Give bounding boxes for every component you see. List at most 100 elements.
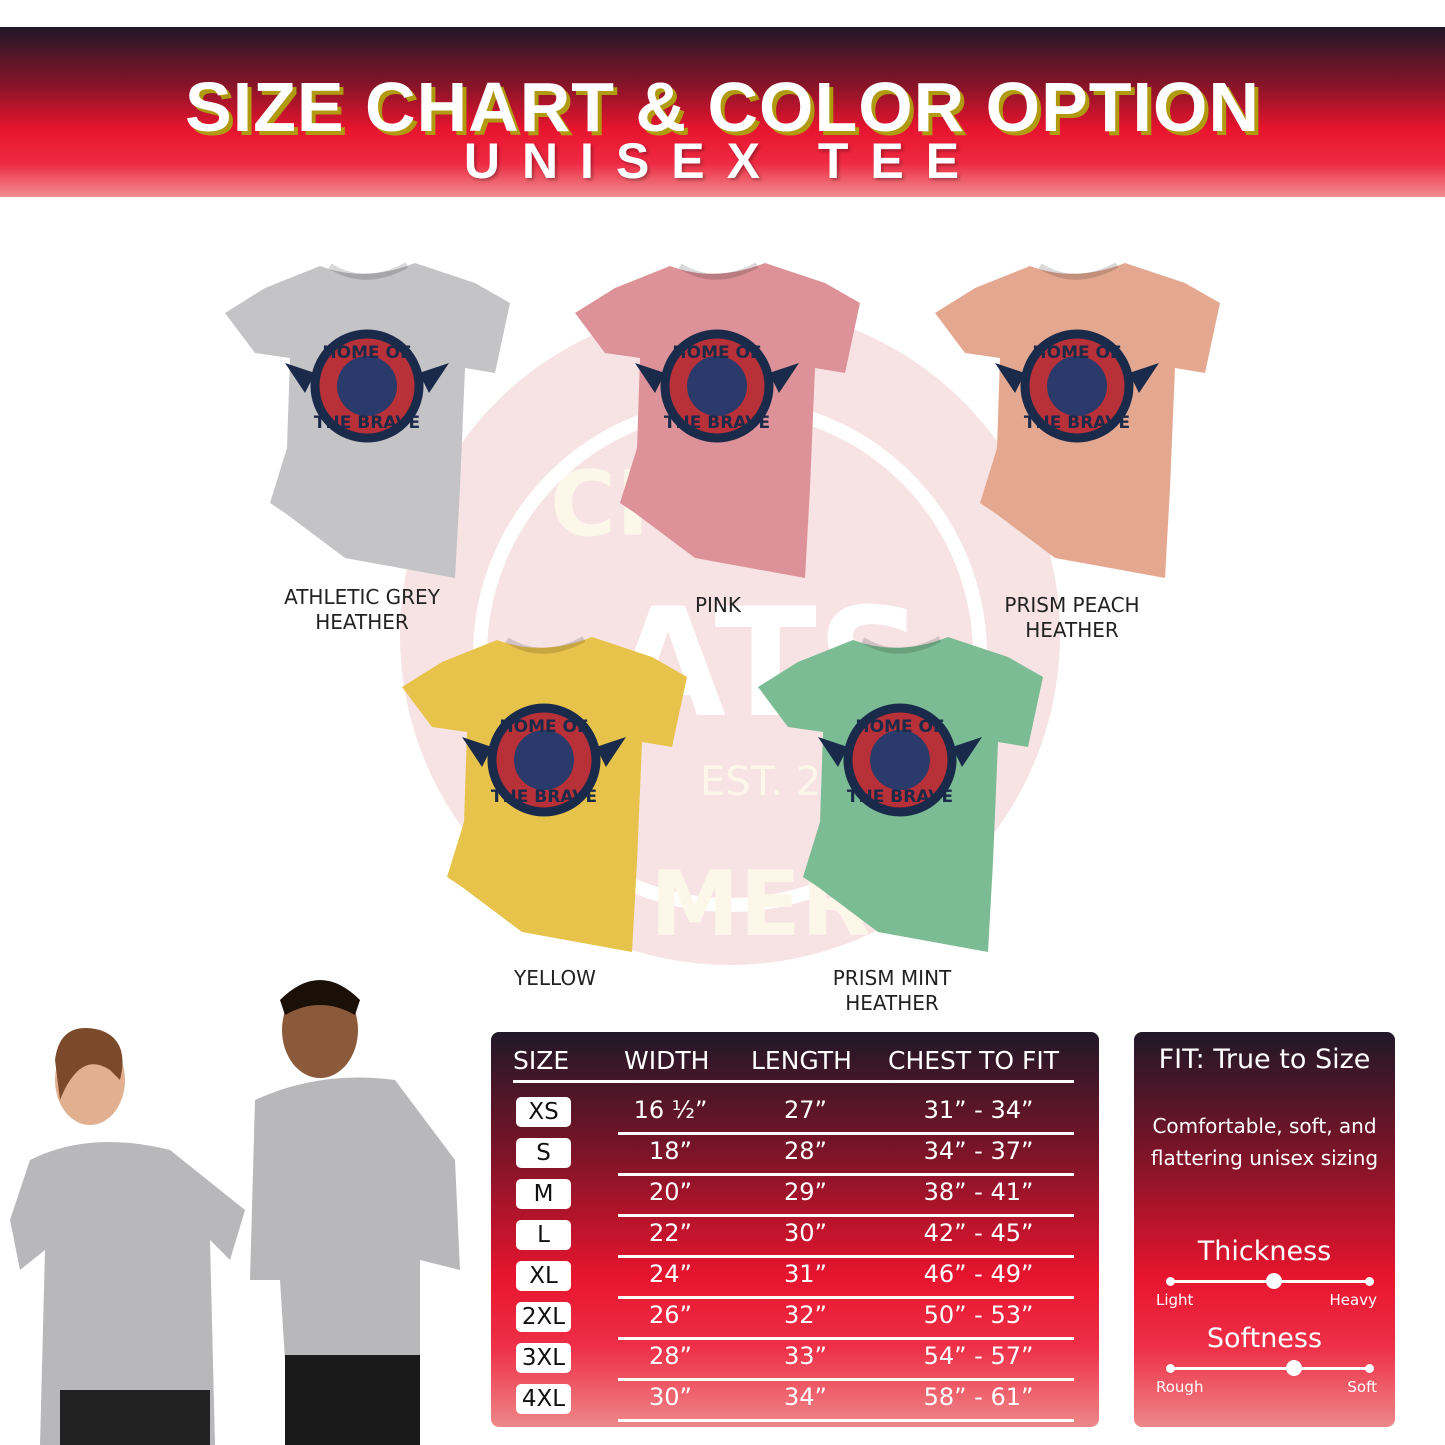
softness-scale: [1166, 1360, 1374, 1376]
softness-title: Softness: [1206, 1323, 1323, 1354]
color-label: PINK: [588, 593, 848, 618]
color-label: ATHLETIC GREY HEATHER: [232, 585, 492, 635]
chest-cell: 46” - 49”: [923, 1260, 1034, 1288]
color-label-line: PINK: [694, 593, 742, 617]
column-header-size: SIZE: [513, 1046, 570, 1075]
width-cell: 30”: [649, 1383, 692, 1411]
length-cell: 29”: [784, 1178, 827, 1206]
color-label: PRISM PEACH HEATHER: [942, 593, 1202, 643]
size-badge: M: [516, 1179, 571, 1209]
svg-text:HOME OF: HOME OF: [1032, 343, 1121, 363]
header-divider: [513, 1080, 1074, 1083]
chest-cell: 42” - 45”: [923, 1219, 1034, 1247]
svg-text:THE BRAVE: THE BRAVE: [314, 413, 420, 433]
column-header-length: LENGTH: [751, 1046, 852, 1075]
shirt-swatch[interactable]: HOME OF THE BRAVE: [225, 258, 515, 582]
tshirt-image: HOME OF THE BRAVE: [758, 636, 1043, 952]
tshirt-image: HOME OF THE BRAVE: [575, 262, 860, 578]
color-label: YELLOW: [425, 966, 685, 991]
row-divider: [618, 1173, 1074, 1176]
home-of-the-brave-graphic: HOME OF THE BRAVE: [635, 329, 799, 443]
home-of-the-brave-graphic: HOME OF THE BRAVE: [462, 703, 626, 817]
color-label-line: HEATHER: [315, 610, 409, 634]
shirt-swatch[interactable]: HOME OF THE BRAVE: [935, 258, 1225, 582]
svg-text:HOME OF: HOME OF: [322, 343, 411, 363]
fit-info-panel: FIT: True to Size Comfortable, soft, and…: [1134, 1032, 1395, 1427]
length-cell: 27”: [784, 1096, 827, 1124]
female-model: [10, 1028, 245, 1445]
tshirt-image: HOME OF THE BRAVE: [935, 262, 1220, 578]
width-cell: 16 ½”: [633, 1096, 708, 1124]
table-row: 3XL 28” 33” 54” - 57”: [491, 1340, 1099, 1381]
thickness-scale: [1166, 1273, 1374, 1289]
row-divider: [618, 1378, 1074, 1381]
fit-description: Comfortable, soft, and flattering unisex…: [1150, 1114, 1379, 1170]
home-of-the-brave-graphic: HOME OF THE BRAVE: [995, 329, 1159, 443]
row-divider: [618, 1214, 1074, 1217]
table-row: S 18” 28” 34” - 37”: [491, 1135, 1099, 1176]
svg-text:HOME OF: HOME OF: [672, 343, 761, 363]
length-cell: 28”: [784, 1137, 827, 1165]
svg-text:THE BRAVE: THE BRAVE: [847, 787, 953, 807]
size-badge: 4XL: [516, 1384, 571, 1414]
size-badge: 3XL: [516, 1343, 571, 1373]
page-subtitle: UNISEX TEE: [463, 133, 982, 189]
length-cell: 32”: [784, 1301, 827, 1329]
row-divider: [618, 1337, 1074, 1340]
length-cell: 33”: [784, 1342, 827, 1370]
page-title: SIZE CHART & COLOR OPTION: [185, 68, 1260, 146]
color-label-line: PRISM PEACH: [1004, 593, 1140, 617]
color-label-line: HEATHER: [1025, 618, 1119, 642]
shirt-swatch[interactable]: HOME OF THE BRAVE: [758, 632, 1048, 956]
home-of-the-brave-graphic: HOME OF THE BRAVE: [285, 329, 449, 443]
softness-marker: [1286, 1360, 1302, 1376]
softness-min-label: Rough: [1156, 1378, 1204, 1396]
shirt-swatch[interactable]: HOME OF THE BRAVE: [402, 632, 692, 956]
size-badge: 2XL: [516, 1302, 571, 1332]
color-label-line: YELLOW: [514, 966, 596, 990]
length-cell: 30”: [784, 1219, 827, 1247]
thickness-max-label: Heavy: [1329, 1291, 1377, 1309]
length-cell: 31”: [784, 1260, 827, 1288]
table-row: XL 24” 31” 46” - 49”: [491, 1258, 1099, 1299]
width-cell: 18”: [649, 1137, 692, 1165]
size-badge: XL: [516, 1261, 571, 1291]
svg-text:THE BRAVE: THE BRAVE: [1024, 413, 1130, 433]
column-header-chest: CHEST TO FIT: [888, 1046, 1060, 1075]
models-photo: [10, 980, 460, 1445]
row-divider: [618, 1132, 1074, 1135]
fit-title: FIT: True to Size: [1158, 1044, 1371, 1075]
size-chart-table: SIZE WIDTH LENGTH CHEST TO FIT XS 16 ½” …: [491, 1032, 1099, 1427]
chest-cell: 50” - 53”: [923, 1301, 1034, 1329]
chest-cell: 54” - 57”: [923, 1342, 1034, 1370]
svg-text:HOME OF: HOME OF: [499, 717, 588, 737]
male-model: [250, 980, 460, 1445]
svg-text:THE BRAVE: THE BRAVE: [664, 413, 770, 433]
color-label-line: PRISM MINT: [832, 966, 952, 990]
width-cell: 26”: [649, 1301, 692, 1329]
width-cell: 22”: [649, 1219, 692, 1247]
column-header-width: WIDTH: [624, 1046, 710, 1075]
row-divider: [618, 1419, 1074, 1422]
table-row: 4XL 30” 34” 58” - 61”: [491, 1381, 1099, 1422]
chest-cell: 34” - 37”: [923, 1137, 1034, 1165]
tshirt-image: HOME OF THE BRAVE: [402, 636, 687, 952]
banner-header: SIZE CHART & COLOR OPTION UNISEX TEE: [0, 27, 1445, 197]
color-label-line: HEATHER: [845, 991, 939, 1015]
thickness-title: Thickness: [1197, 1236, 1332, 1267]
shirt-swatch[interactable]: HOME OF THE BRAVE: [575, 258, 865, 582]
length-cell: 34”: [784, 1383, 827, 1411]
color-label: PRISM MINT HEATHER: [762, 966, 1022, 1016]
size-badge: S: [516, 1138, 571, 1168]
width-cell: 28”: [649, 1342, 692, 1370]
row-divider: [618, 1255, 1074, 1258]
size-badge: XS: [516, 1097, 571, 1127]
table-row: XS 16 ½” 27” 31” - 34”: [491, 1094, 1099, 1135]
row-divider: [618, 1296, 1074, 1299]
svg-text:HOME OF: HOME OF: [855, 717, 944, 737]
table-row: M 20” 29” 38” - 41”: [491, 1176, 1099, 1217]
width-cell: 24”: [649, 1260, 692, 1288]
thickness-min-label: Light: [1156, 1291, 1194, 1309]
chest-cell: 31” - 34”: [923, 1096, 1034, 1124]
tshirt-image: HOME OF THE BRAVE: [225, 262, 510, 578]
